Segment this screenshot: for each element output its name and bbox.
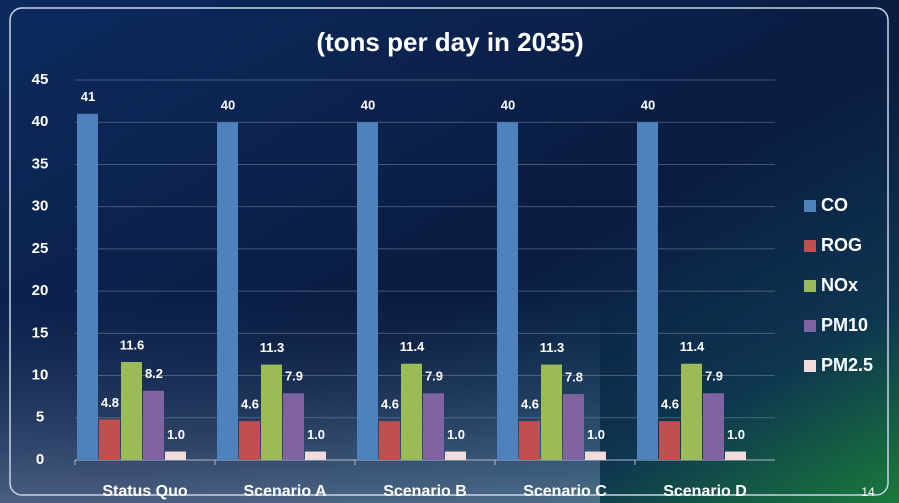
data-label: 1.0 (447, 427, 465, 442)
legend-label: NOx (821, 275, 858, 295)
data-label: 40 (641, 98, 655, 113)
bar (401, 364, 422, 460)
data-label: 11.4 (400, 339, 425, 354)
data-label: 4.8 (101, 395, 119, 410)
legend-swatch (804, 320, 816, 332)
y-tick-label: 30 (32, 198, 49, 215)
data-label: 41 (81, 89, 95, 104)
data-label: 7.9 (705, 369, 723, 384)
bar (217, 122, 238, 460)
legend-label: ROG (821, 235, 862, 255)
legend-swatch (804, 360, 816, 372)
data-label: 1.0 (167, 427, 185, 442)
legend-swatch (804, 200, 816, 212)
data-label: 1.0 (727, 427, 745, 442)
data-label: 7.9 (285, 369, 303, 384)
data-label: 40 (361, 98, 375, 113)
bar (283, 393, 304, 460)
y-tick-label: 15 (32, 324, 49, 341)
y-tick-label: 5 (36, 409, 44, 426)
data-label: 4.6 (661, 397, 679, 412)
chart-title: (tons per day in 2035) (316, 27, 583, 57)
slide-number: 14 (861, 485, 875, 499)
bar (497, 122, 518, 460)
bar (143, 391, 164, 460)
y-tick-label: 25 (32, 240, 49, 257)
data-label: 11.6 (120, 337, 145, 352)
bar (725, 452, 746, 460)
bar (563, 394, 584, 460)
legend-label: PM10 (821, 315, 868, 335)
chart: (tons per day in 2035) 14 0 5 10 15 20 25 30 35… (0, 0, 899, 503)
legend-label: CO (821, 195, 848, 215)
y-tick-label: 35 (32, 155, 49, 172)
bar (659, 421, 680, 460)
bar (77, 114, 98, 460)
data-label: 7.8 (565, 370, 583, 385)
data-label: 1.0 (587, 427, 605, 442)
bar (261, 365, 282, 460)
bar (239, 421, 260, 460)
bar (637, 122, 658, 460)
y-tick-label: 0 (36, 451, 44, 468)
x-tick-label: Scenario A (244, 483, 327, 500)
x-tick-label: Scenario D (663, 483, 747, 500)
bar (165, 452, 186, 460)
data-label: 4.6 (521, 397, 539, 412)
x-tick-label: Scenario B (383, 483, 467, 500)
data-label: 8.2 (145, 366, 163, 381)
data-label: 1.0 (307, 427, 325, 442)
x-tick-label: Status Quo (102, 483, 188, 500)
data-label: 4.6 (381, 397, 399, 412)
bar (121, 362, 142, 460)
bar (519, 421, 540, 460)
x-tick-label: Scenario C (523, 483, 607, 500)
bar (305, 452, 326, 460)
bar (99, 419, 120, 460)
data-label: 11.3 (540, 340, 565, 355)
data-label: 40 (501, 98, 515, 113)
bar (357, 122, 378, 460)
data-label: 4.6 (241, 397, 259, 412)
bar (445, 452, 466, 460)
bar (379, 421, 400, 460)
y-tick-label: 20 (32, 282, 49, 299)
y-tick-label: 10 (32, 367, 49, 384)
y-tick-label: 45 (32, 71, 49, 88)
y-tick-label: 40 (32, 113, 49, 130)
bar (703, 393, 724, 460)
bar (585, 452, 606, 460)
data-label: 11.3 (260, 340, 285, 355)
data-label: 11.4 (680, 339, 705, 354)
data-label: 7.9 (425, 369, 443, 384)
legend-swatch (804, 280, 816, 292)
page: (tons per day in 2035) 14 0 5 10 15 20 25 30 35… (0, 0, 899, 503)
bar (423, 393, 444, 460)
bar (541, 365, 562, 460)
bar (681, 364, 702, 460)
legend-swatch (804, 240, 816, 252)
legend-label: PM2.5 (821, 355, 873, 375)
data-label: 40 (221, 98, 235, 113)
